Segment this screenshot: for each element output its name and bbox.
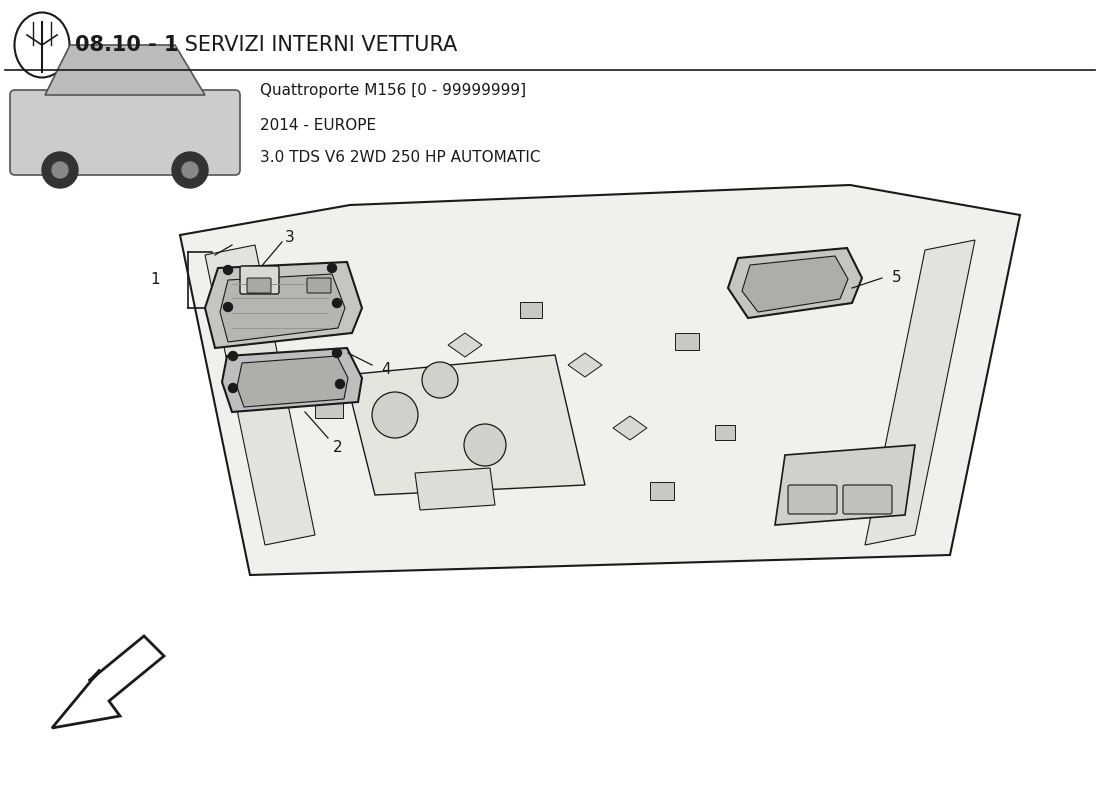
- Circle shape: [332, 298, 341, 307]
- Polygon shape: [236, 356, 348, 407]
- Polygon shape: [520, 302, 542, 318]
- Circle shape: [223, 302, 232, 311]
- Circle shape: [229, 351, 238, 361]
- Text: 2014 - EUROPE: 2014 - EUROPE: [260, 118, 376, 133]
- Circle shape: [223, 266, 232, 274]
- FancyBboxPatch shape: [10, 90, 240, 175]
- Polygon shape: [865, 240, 975, 545]
- Polygon shape: [345, 355, 585, 495]
- Polygon shape: [776, 445, 915, 525]
- Circle shape: [274, 369, 306, 401]
- Text: 3.0 TDS V6 2WD 250 HP AUTOMATIC: 3.0 TDS V6 2WD 250 HP AUTOMATIC: [260, 150, 540, 166]
- Text: 1: 1: [151, 273, 160, 287]
- FancyBboxPatch shape: [843, 485, 892, 514]
- Polygon shape: [222, 348, 362, 412]
- Polygon shape: [220, 274, 345, 342]
- Text: 2: 2: [333, 441, 343, 455]
- Circle shape: [372, 392, 418, 438]
- Circle shape: [182, 162, 198, 178]
- Text: 3: 3: [285, 230, 295, 245]
- Text: 5: 5: [892, 270, 902, 286]
- Circle shape: [42, 152, 78, 188]
- Polygon shape: [205, 245, 315, 545]
- Polygon shape: [742, 256, 848, 312]
- Circle shape: [229, 383, 238, 393]
- Text: 08.10 - 1: 08.10 - 1: [75, 35, 178, 55]
- FancyBboxPatch shape: [240, 266, 279, 294]
- Circle shape: [422, 362, 458, 398]
- Polygon shape: [52, 636, 164, 728]
- Text: Quattroporte M156 [0 - 99999999]: Quattroporte M156 [0 - 99999999]: [260, 82, 526, 98]
- FancyBboxPatch shape: [307, 278, 331, 293]
- Circle shape: [464, 424, 506, 466]
- Circle shape: [332, 349, 341, 358]
- Polygon shape: [568, 353, 602, 377]
- Text: SERVIZI INTERNI VETTURA: SERVIZI INTERNI VETTURA: [178, 35, 458, 55]
- Polygon shape: [205, 262, 362, 348]
- Polygon shape: [45, 45, 205, 95]
- Circle shape: [328, 263, 337, 273]
- Polygon shape: [448, 333, 482, 357]
- FancyBboxPatch shape: [788, 485, 837, 514]
- Polygon shape: [180, 185, 1020, 575]
- Polygon shape: [715, 425, 735, 440]
- Polygon shape: [415, 468, 495, 510]
- Polygon shape: [728, 248, 862, 318]
- Circle shape: [52, 162, 68, 178]
- Polygon shape: [675, 333, 698, 350]
- Text: 4: 4: [382, 362, 390, 378]
- Polygon shape: [315, 398, 343, 418]
- FancyBboxPatch shape: [248, 278, 271, 293]
- Circle shape: [336, 379, 344, 389]
- Circle shape: [172, 152, 208, 188]
- Polygon shape: [613, 416, 647, 440]
- Polygon shape: [650, 482, 674, 500]
